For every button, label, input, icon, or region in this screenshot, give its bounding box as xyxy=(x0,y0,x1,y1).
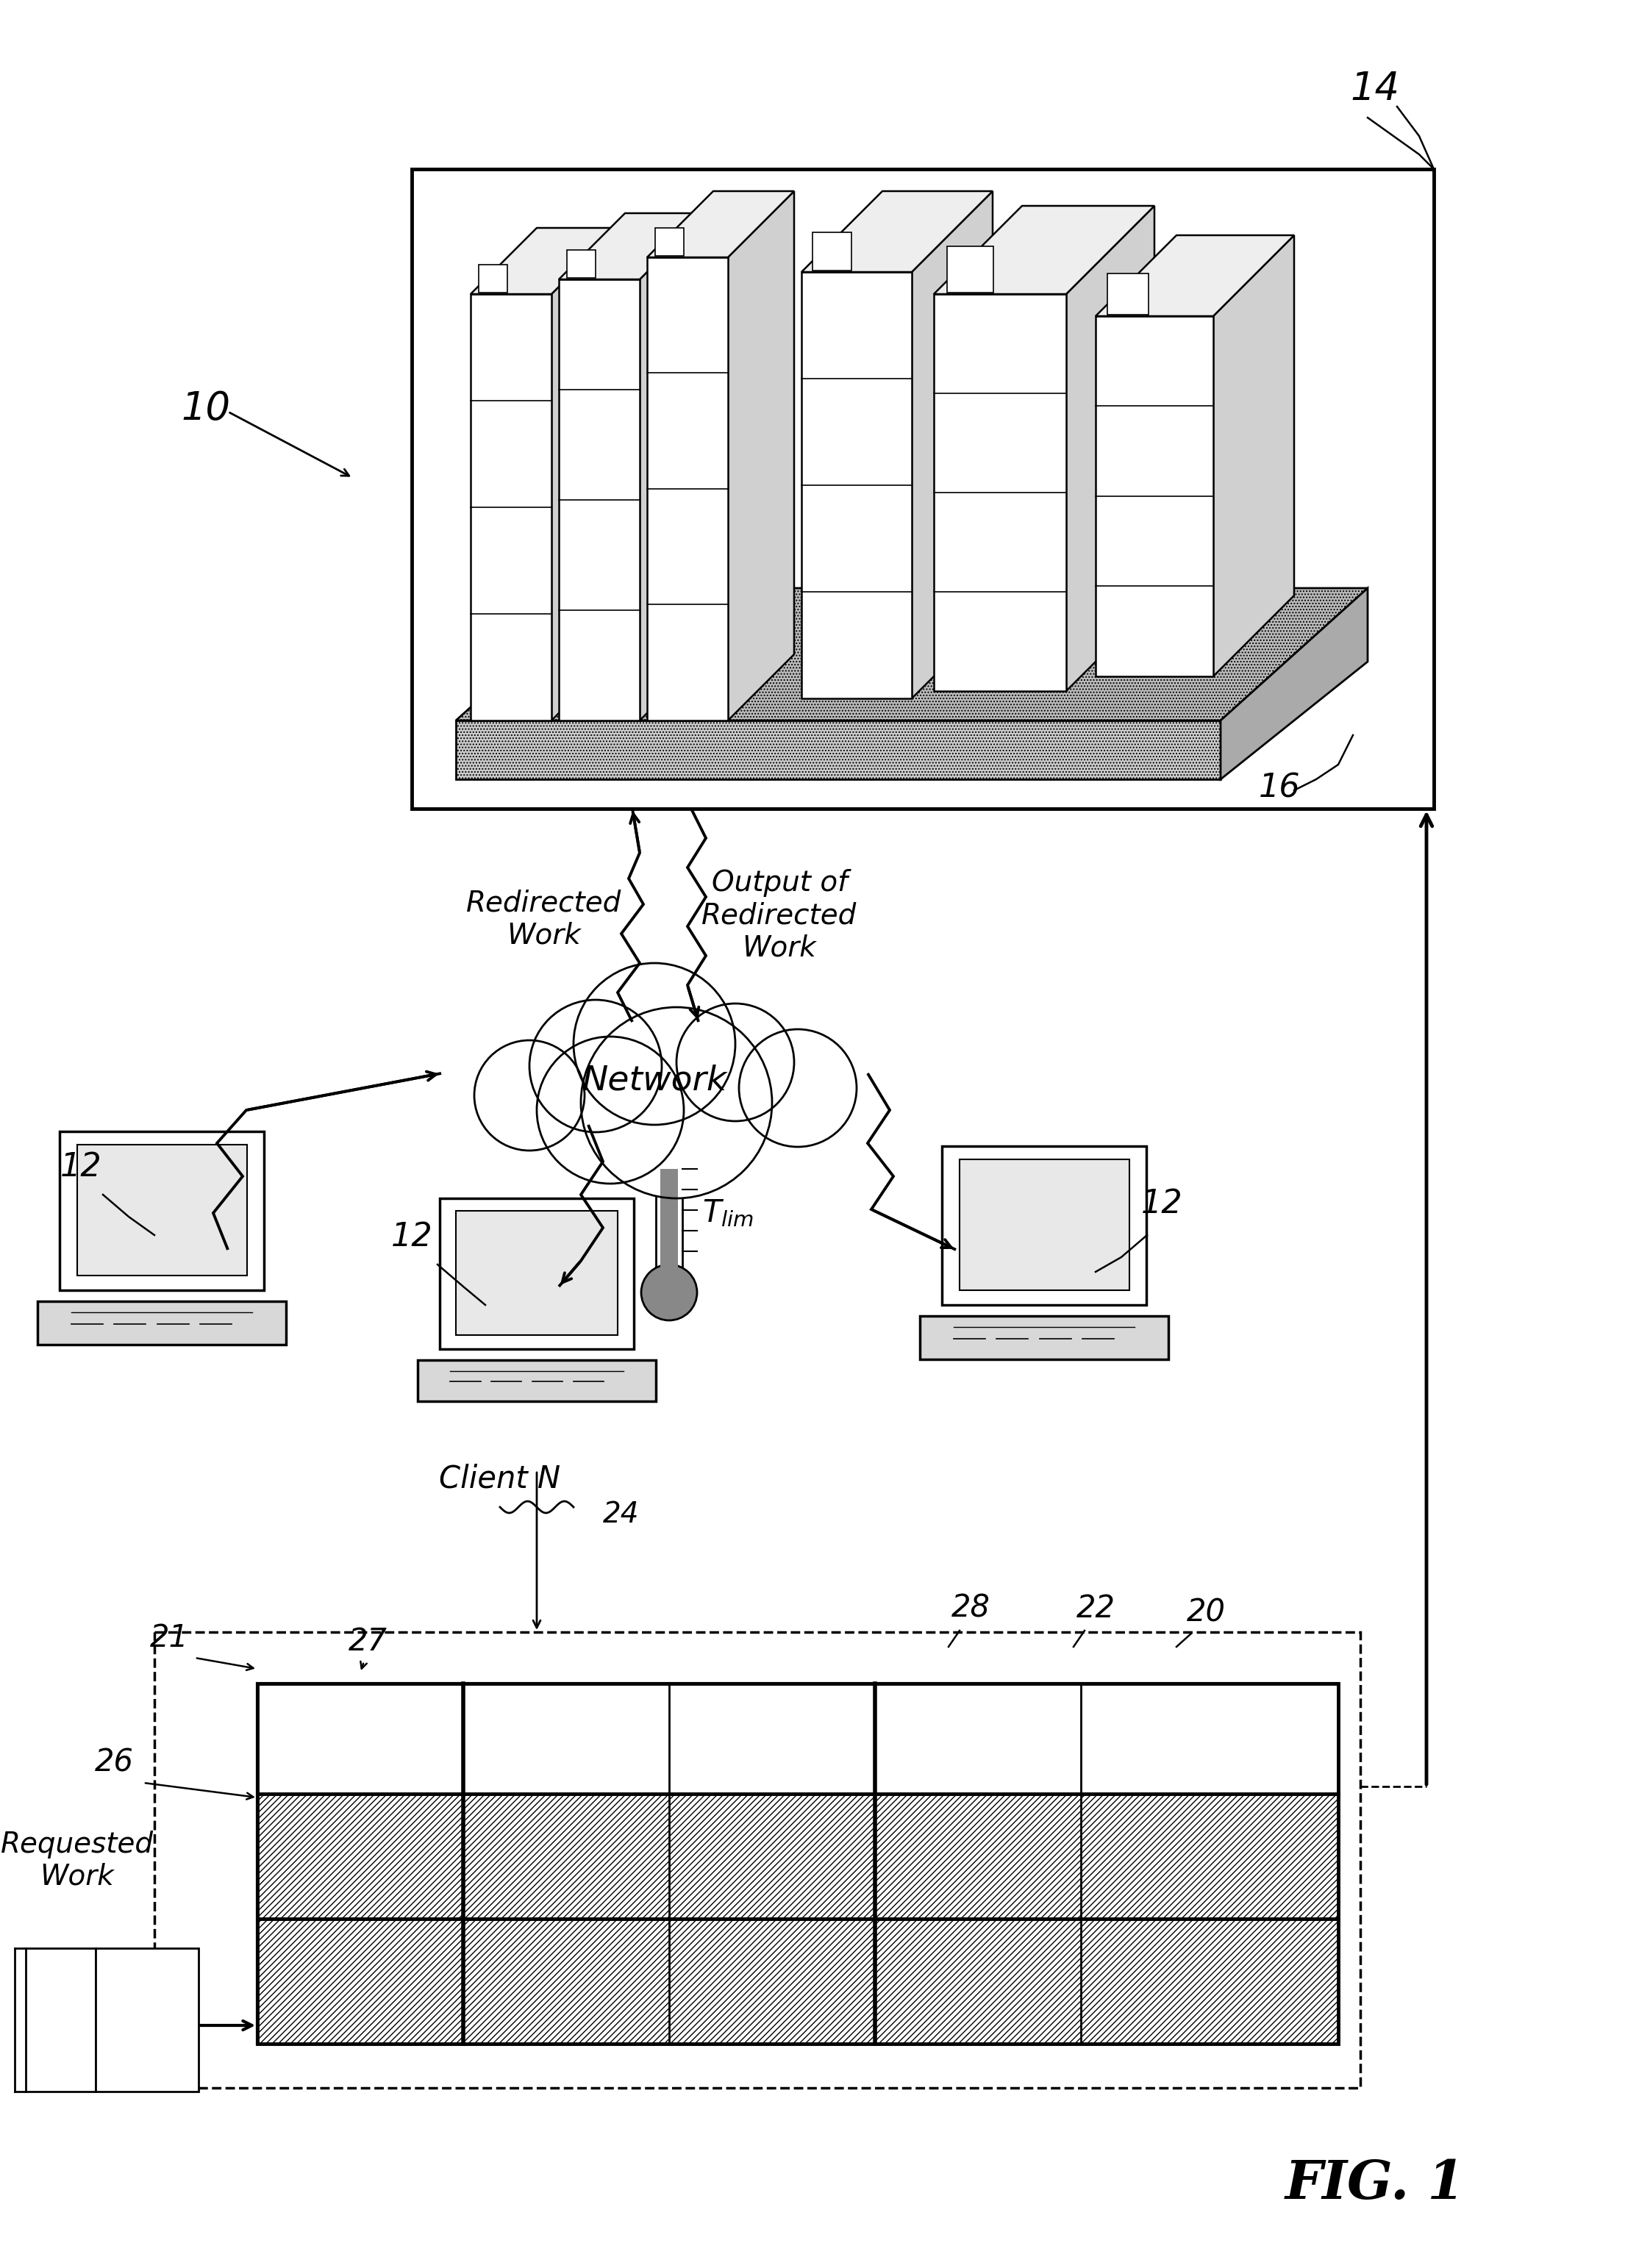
Text: 20: 20 xyxy=(1186,1597,1225,1628)
Bar xyxy=(801,272,912,699)
Circle shape xyxy=(536,1036,684,1184)
Text: 12: 12 xyxy=(60,1152,102,1184)
Polygon shape xyxy=(1214,236,1294,676)
Polygon shape xyxy=(647,191,795,256)
Polygon shape xyxy=(801,191,993,272)
Bar xyxy=(934,295,1066,692)
Bar xyxy=(37,1302,286,1345)
Bar xyxy=(920,1315,1168,1359)
Bar xyxy=(959,1159,1129,1290)
Polygon shape xyxy=(934,206,1154,295)
Bar xyxy=(567,249,595,279)
Bar xyxy=(947,247,993,293)
Bar xyxy=(26,1948,96,2091)
Text: 12: 12 xyxy=(1141,1188,1183,1220)
Polygon shape xyxy=(559,213,705,279)
Bar xyxy=(657,1139,682,1272)
Bar xyxy=(813,231,852,270)
Text: Redirected
Work: Redirected Work xyxy=(466,889,622,948)
Bar xyxy=(257,1683,1339,2043)
Text: 21: 21 xyxy=(150,1622,189,1653)
Bar xyxy=(257,1919,1339,2043)
Text: 22: 22 xyxy=(1076,1592,1115,1624)
Text: 27: 27 xyxy=(348,1626,387,1658)
Polygon shape xyxy=(471,227,618,295)
Bar xyxy=(455,1211,618,1336)
Bar xyxy=(257,1794,1339,1919)
Text: 14: 14 xyxy=(1350,70,1399,109)
Text: 24: 24 xyxy=(603,1501,639,1529)
Bar xyxy=(60,1132,263,1290)
Circle shape xyxy=(676,1002,795,1120)
Circle shape xyxy=(739,1030,856,1148)
Polygon shape xyxy=(457,587,1368,721)
Bar xyxy=(154,1633,1360,2089)
Text: 16: 16 xyxy=(1258,771,1300,803)
Polygon shape xyxy=(1220,587,1368,780)
Polygon shape xyxy=(1095,236,1294,315)
Text: Output of
Redirected
Work: Output of Redirected Work xyxy=(702,869,856,962)
Text: 26: 26 xyxy=(94,1749,133,1778)
Bar xyxy=(1107,274,1149,315)
Bar xyxy=(471,295,551,721)
Text: 12: 12 xyxy=(392,1220,432,1252)
Polygon shape xyxy=(728,191,795,721)
Bar xyxy=(96,1948,198,2091)
Bar xyxy=(257,1683,1339,2043)
Circle shape xyxy=(574,964,735,1125)
Circle shape xyxy=(474,1041,585,1150)
Text: 28: 28 xyxy=(951,1592,990,1624)
Bar xyxy=(418,1361,655,1402)
Polygon shape xyxy=(640,213,705,721)
Bar xyxy=(257,1683,1339,1794)
Text: FIG. 1: FIG. 1 xyxy=(1285,2157,1464,2209)
Bar xyxy=(559,279,640,721)
Text: 10: 10 xyxy=(182,390,231,429)
Circle shape xyxy=(642,1266,697,1320)
Polygon shape xyxy=(912,191,993,699)
Bar xyxy=(439,1198,634,1349)
Polygon shape xyxy=(551,227,618,721)
Bar xyxy=(76,1145,247,1275)
Bar xyxy=(1095,315,1214,676)
Bar xyxy=(660,1168,678,1286)
Bar xyxy=(479,265,507,293)
Polygon shape xyxy=(457,721,1220,780)
Bar xyxy=(411,170,1433,810)
Polygon shape xyxy=(1066,206,1154,692)
Text: Requested
Work: Requested Work xyxy=(0,1830,154,1892)
Bar xyxy=(647,256,728,721)
Text: $T_{lim}$: $T_{lim}$ xyxy=(702,1198,754,1229)
Circle shape xyxy=(580,1007,772,1198)
Text: Client N: Client N xyxy=(439,1463,561,1495)
Bar xyxy=(942,1145,1146,1304)
Bar xyxy=(655,227,684,256)
Text: Network: Network xyxy=(582,1064,726,1098)
Circle shape xyxy=(530,1000,661,1132)
